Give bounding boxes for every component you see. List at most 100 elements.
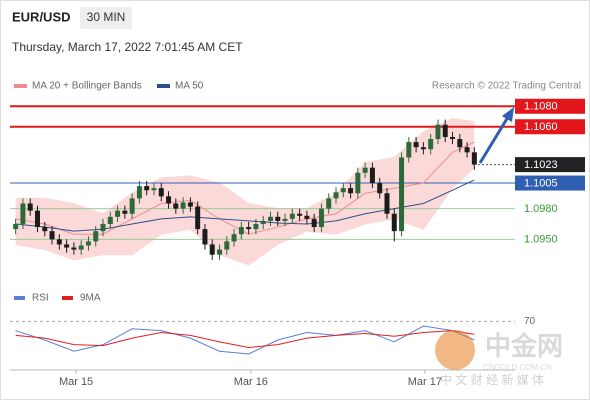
candle-body — [289, 213, 295, 219]
candle-body — [348, 188, 354, 194]
candle-body — [71, 247, 77, 250]
candle-body — [231, 234, 237, 242]
bollinger-upper — [15, 118, 475, 215]
candle-body — [85, 241, 91, 246]
candle-body — [217, 249, 223, 255]
candle-body — [173, 203, 179, 209]
candle-body — [435, 124, 441, 140]
candle-body — [78, 245, 84, 250]
watermark-tagline: 中 文 财 经 新 媒 体 — [440, 372, 544, 387]
legend-swatch — [62, 296, 73, 300]
candle-body — [318, 208, 324, 228]
candle-body — [209, 244, 215, 255]
bollinger-fill — [15, 118, 475, 265]
candle-body — [93, 231, 99, 242]
y-tick-label: 70 — [524, 316, 536, 327]
candle-body — [450, 136, 456, 140]
interval: 30 MIN — [87, 10, 126, 24]
candle-body — [13, 223, 19, 230]
legend-label: MA 20 + Bollinger Bands — [32, 81, 142, 92]
interval-badge — [80, 7, 132, 29]
watermark-brand: 中金网 — [485, 331, 563, 361]
candle-body — [267, 216, 273, 221]
candle-body — [471, 152, 477, 165]
candle-body — [253, 223, 259, 230]
level-label: 1.1060 — [524, 121, 558, 133]
candle-body — [340, 188, 346, 193]
watermark: 中金网 CNGOLD.COM.CN 中 文 财 经 新 媒 体 — [435, 330, 563, 387]
legend-label: RSI — [32, 293, 49, 304]
candle-body — [246, 227, 252, 230]
candle-body — [166, 196, 172, 204]
candle-body — [238, 227, 244, 235]
candle-body — [122, 210, 128, 214]
candle-body — [158, 188, 164, 197]
legend-swatch — [157, 84, 170, 88]
level-label: 1.0950 — [524, 234, 558, 246]
legend-swatch — [14, 84, 27, 88]
candle-body — [442, 124, 448, 137]
candle-body — [428, 139, 434, 150]
candle-body — [399, 157, 405, 232]
x-tick-label: Mar 15 — [59, 376, 93, 388]
candle-body — [187, 202, 193, 207]
candle-body — [282, 218, 288, 221]
candle-body — [413, 142, 419, 148]
candle-body — [56, 239, 62, 245]
candle-body — [151, 188, 157, 191]
legend-label: MA 50 — [175, 81, 204, 92]
candle-body — [362, 167, 368, 173]
rsi-line — [15, 325, 475, 355]
candle-body — [406, 142, 412, 158]
level-tag — [515, 119, 585, 135]
rsi-line — [15, 330, 475, 348]
candle-body — [107, 216, 113, 224]
candle-body — [20, 203, 26, 224]
candle-body — [195, 206, 201, 230]
candle-body — [180, 202, 186, 209]
watermark-logo — [435, 330, 475, 370]
candle-body — [129, 198, 135, 214]
candle-body — [136, 186, 142, 199]
level-tag — [515, 175, 585, 191]
candle-body — [377, 183, 383, 194]
candle-body — [391, 213, 397, 232]
level-label: 1.0980 — [524, 203, 558, 215]
source: Research © 2022 Trading Central — [432, 81, 581, 92]
candle-body — [304, 215, 310, 219]
candle-body — [355, 172, 361, 194]
legend-label: 9MA — [80, 293, 101, 304]
candle-body — [49, 231, 55, 240]
candle-body — [297, 213, 303, 216]
legend-swatch — [14, 296, 25, 300]
candle-body — [326, 198, 332, 209]
candle-body — [34, 210, 40, 228]
candle-body — [224, 241, 230, 250]
symbol: EUR/USD — [12, 9, 71, 24]
timestamp: Thursday, March 17, 2022 7:01:45 AM CET — [12, 40, 243, 54]
level-label: 1.1080 — [524, 101, 558, 113]
candle-body — [260, 220, 266, 224]
candle-body — [27, 203, 33, 211]
candle-body — [457, 139, 463, 148]
candle-body — [384, 193, 390, 214]
candle-body — [202, 229, 208, 245]
candle-body — [311, 218, 317, 228]
candle-body — [333, 192, 339, 199]
trend-arrow — [478, 116, 510, 164]
x-tick-label: Mar 16 — [234, 376, 268, 388]
candle-body — [369, 167, 375, 184]
level-tag — [515, 98, 585, 114]
candle-body — [115, 210, 121, 217]
candle-body — [464, 147, 470, 153]
candle-body — [42, 227, 48, 232]
level-label: 1.1023 — [524, 159, 558, 171]
candle-body — [144, 186, 150, 191]
x-tick-label: Mar 17 — [408, 376, 442, 388]
candle-body — [64, 244, 70, 248]
candle-body — [100, 223, 106, 232]
watermark-domain: CNGOLD.COM.CN — [483, 363, 552, 372]
